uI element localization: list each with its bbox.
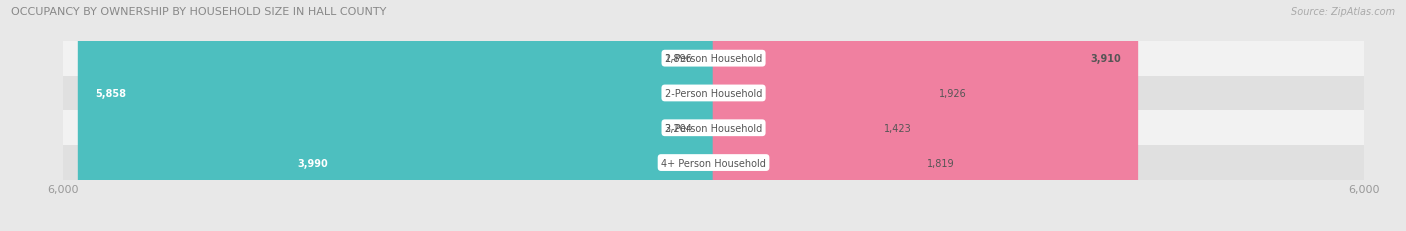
Text: 1,423: 1,423 (884, 123, 911, 133)
Text: 2,896: 2,896 (664, 54, 692, 64)
FancyBboxPatch shape (399, 0, 714, 231)
Text: Source: ZipAtlas.com: Source: ZipAtlas.com (1291, 7, 1395, 17)
Bar (63, 111, 1364, 146)
FancyBboxPatch shape (713, 0, 924, 231)
Text: 5,858: 5,858 (96, 88, 127, 99)
FancyBboxPatch shape (713, 0, 911, 231)
Text: 2,204: 2,204 (664, 123, 692, 133)
FancyBboxPatch shape (713, 0, 1139, 231)
Text: 3,990: 3,990 (298, 158, 328, 168)
Text: 1-Person Household: 1-Person Household (665, 54, 762, 64)
FancyBboxPatch shape (713, 0, 869, 231)
Bar (63, 42, 1364, 76)
Text: 3,910: 3,910 (1090, 54, 1121, 64)
Text: 1,819: 1,819 (927, 158, 955, 168)
FancyBboxPatch shape (77, 0, 714, 231)
Text: OCCUPANCY BY OWNERSHIP BY HOUSEHOLD SIZE IN HALL COUNTY: OCCUPANCY BY OWNERSHIP BY HOUSEHOLD SIZE… (11, 7, 387, 17)
Text: 1,926: 1,926 (939, 88, 966, 99)
Bar (63, 146, 1364, 180)
FancyBboxPatch shape (474, 0, 714, 231)
Bar (63, 76, 1364, 111)
Text: 2-Person Household: 2-Person Household (665, 88, 762, 99)
Text: 3-Person Household: 3-Person Household (665, 123, 762, 133)
FancyBboxPatch shape (280, 0, 714, 231)
Text: 4+ Person Household: 4+ Person Household (661, 158, 766, 168)
